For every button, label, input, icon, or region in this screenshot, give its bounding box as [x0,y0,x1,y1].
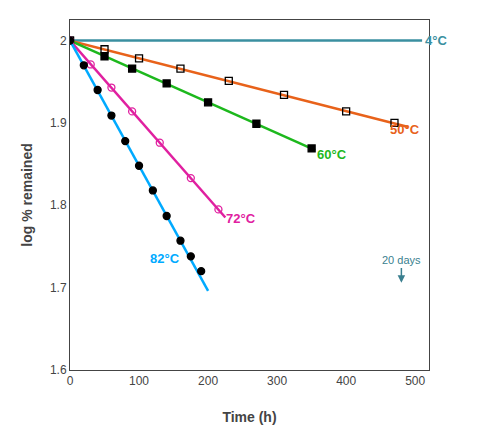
svg-text:2: 2 [60,34,67,48]
svg-text:1.6: 1.6 [50,363,67,377]
svg-text:20 days: 20 days [382,254,421,266]
svg-text:50°C: 50°C [390,122,420,137]
svg-text:log % remained: log % remained [19,143,35,246]
svg-text:72°C: 72°C [226,211,256,226]
svg-text:500: 500 [405,374,425,388]
svg-text:60°C: 60°C [317,147,347,162]
svg-text:0: 0 [67,374,74,388]
svg-text:Time (h): Time (h) [222,409,276,425]
svg-text:300: 300 [267,374,287,388]
svg-text:100: 100 [129,374,149,388]
svg-text:1.7: 1.7 [50,281,67,295]
svg-text:4°C: 4°C [425,33,447,48]
svg-text:1.9: 1.9 [50,116,67,130]
svg-text:400: 400 [336,374,356,388]
svg-text:1.8: 1.8 [50,198,67,212]
svg-text:82°C: 82°C [150,251,180,266]
svg-text:200: 200 [198,374,218,388]
